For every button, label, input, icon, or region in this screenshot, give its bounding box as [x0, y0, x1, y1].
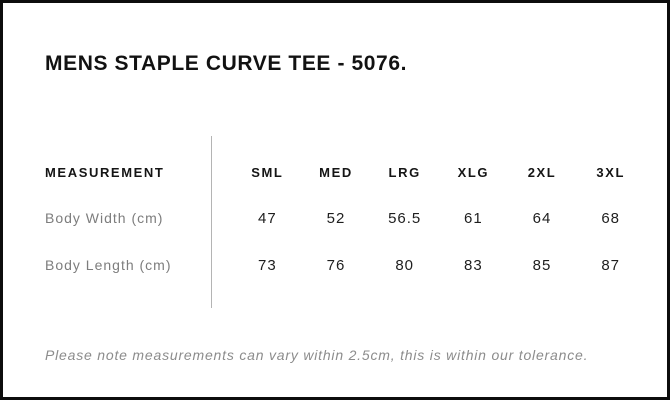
column-header-2xl: 2XL [527, 164, 557, 180]
body-width-2xl-value: 64 [532, 209, 552, 227]
size-chart-table: MEASUREMENT SML MED LRG XLG 2XL 3XL Body… [45, 136, 645, 308]
row-value-cells: 73 76 80 83 85 87 [233, 257, 645, 274]
body-width-lrg-value: 56.5 [388, 209, 422, 227]
body-length-2xl-value: 85 [532, 256, 552, 274]
column-header-lrg: LRG [388, 164, 421, 180]
body-width-sml-value: 47 [257, 209, 277, 227]
body-width-med-value: 52 [326, 209, 346, 227]
body-length-med-value: 76 [326, 256, 346, 274]
body-width-xlg-value: 61 [464, 209, 483, 227]
column-header-med: MED [319, 164, 353, 180]
column-header-3xl: 3XL [596, 164, 626, 180]
size-header-cells: SML MED LRG XLG 2XL 3XL [233, 165, 645, 180]
table-row: Body Width (cm) 47 52 56.5 61 64 68 [45, 195, 645, 241]
body-length-sml-value: 73 [257, 256, 277, 274]
page-title: MENS STAPLE CURVE TEE - 5076. [45, 52, 408, 75]
body-width-3xl-value: 68 [601, 209, 621, 227]
table-header-row: MEASUREMENT SML MED LRG XLG 2XL 3XL [45, 149, 645, 195]
body-length-3xl-value: 87 [601, 256, 621, 274]
table-row: Body Length (cm) 73 76 80 83 85 87 [45, 241, 645, 289]
row-label-body-width: Body Width (cm) [45, 210, 164, 226]
body-length-xlg-value: 83 [464, 256, 483, 274]
row-value-cells: 47 52 56.5 61 64 68 [233, 210, 645, 227]
tolerance-note: Please note measurements can vary within… [45, 347, 589, 363]
table-column-divider [211, 136, 212, 308]
column-header-xlg: XLG [457, 164, 490, 180]
row-label-body-length: Body Length (cm) [45, 257, 172, 273]
column-header-measurement: MEASUREMENT [45, 164, 165, 180]
body-length-lrg-value: 80 [395, 256, 415, 274]
column-header-sml: SML [251, 164, 284, 180]
